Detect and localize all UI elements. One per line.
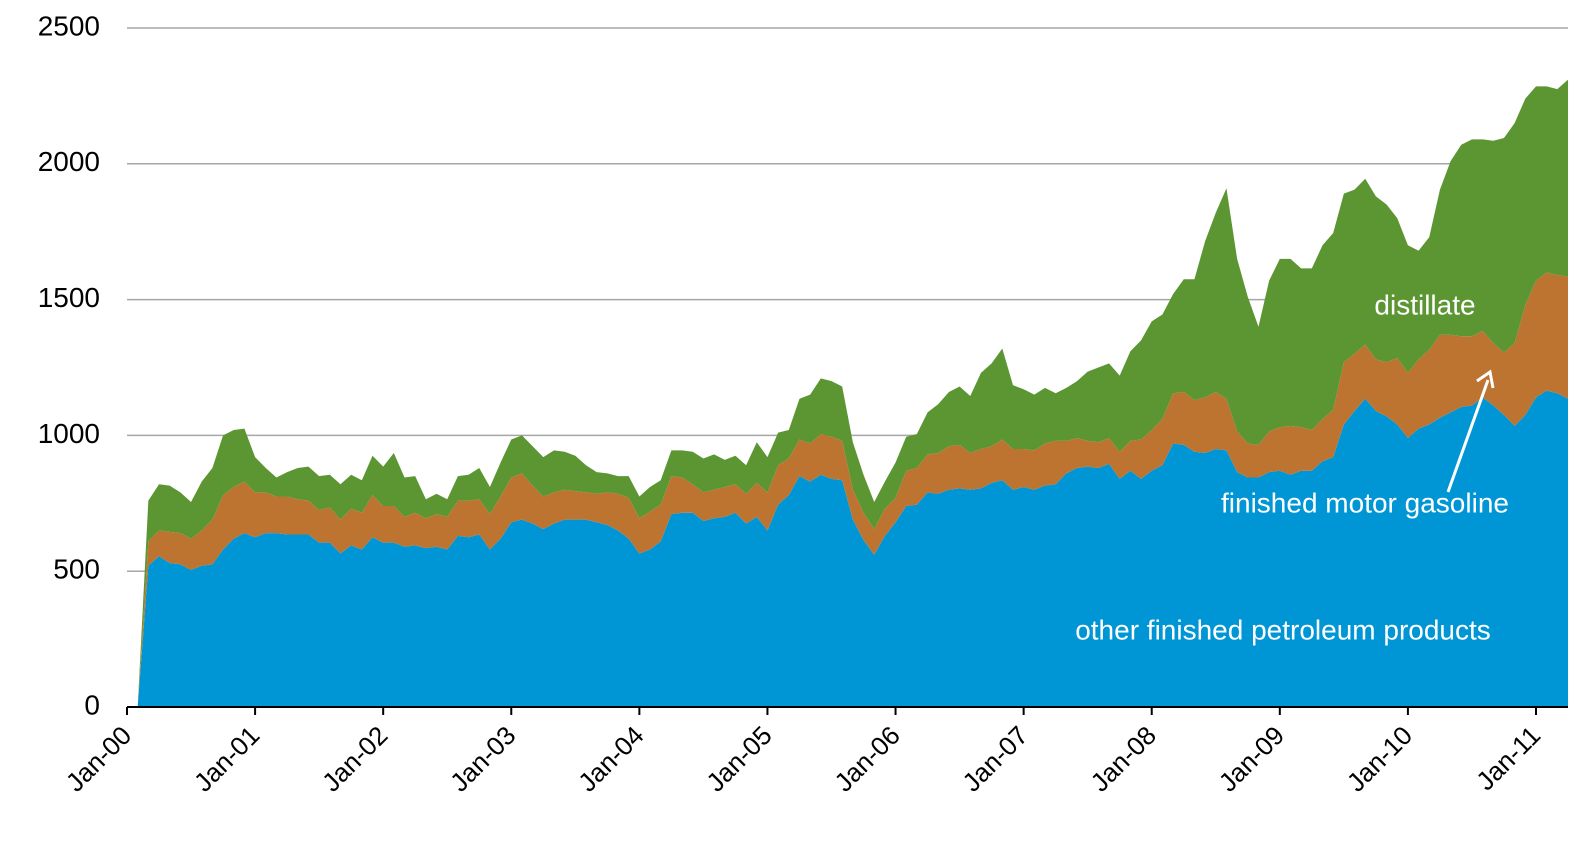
areas	[127, 27, 1569, 707]
area	[137, 79, 1569, 707]
x-tick-label: Jan-08	[1085, 720, 1162, 797]
x-tick-label: Jan-04	[572, 720, 649, 797]
x-tick-label: Jan-02	[316, 720, 393, 797]
y-tick-label: 0	[84, 689, 100, 720]
y-tick-label: 2000	[38, 146, 100, 177]
series-label: other finished petroleum products	[1075, 614, 1491, 645]
annotation-arrowhead	[1476, 369, 1495, 389]
x-tick-label: Jan-01	[188, 720, 265, 797]
series-label: finished motor gasoline	[1221, 487, 1509, 518]
x-tick-label: Jan-10	[1341, 720, 1418, 797]
annotation-arrow	[1446, 379, 1490, 493]
y-tick-label: 500	[53, 554, 100, 585]
x-tick-label: Jan-09	[1213, 720, 1290, 797]
x-tick-label: Jan-05	[700, 720, 777, 797]
y-tick-label: 1500	[38, 282, 100, 313]
x-tick-label: Jan-03	[444, 720, 521, 797]
area	[137, 390, 1569, 707]
y-tick-label: 2500	[38, 10, 100, 41]
x-tick-label: Jan-00	[60, 720, 137, 797]
x-tick-label: Jan-11	[1470, 720, 1546, 796]
x-tick-label: Jan-07	[956, 720, 1033, 797]
y-tick-label: 1000	[38, 418, 100, 449]
series-label: distillate	[1374, 289, 1475, 320]
x-tick-label: Jan-06	[828, 720, 905, 797]
